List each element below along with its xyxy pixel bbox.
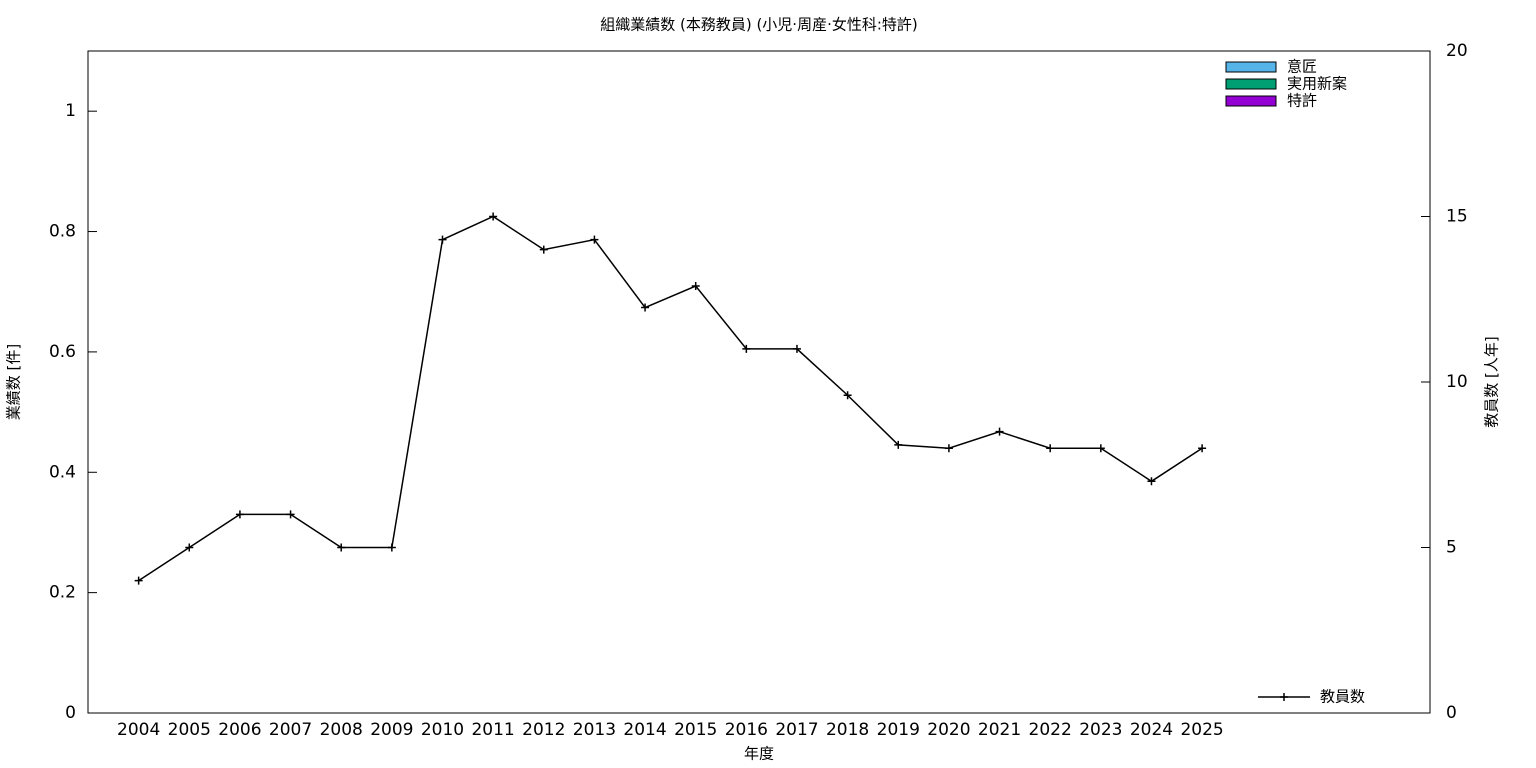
point-marker (134, 576, 143, 585)
point-marker (1096, 444, 1105, 453)
legend-swatch (1225, 78, 1277, 90)
point-marker (590, 235, 599, 244)
x-tick-label: 2015 (674, 720, 717, 740)
x-tick-label: 2018 (826, 720, 869, 740)
y-tick-label: 0.4 (49, 462, 76, 482)
x-tick-label: 2023 (1079, 720, 1122, 740)
point-marker (1046, 444, 1055, 453)
legend-swatch (1225, 95, 1277, 107)
legend-label: 意匠 (1287, 58, 1317, 76)
x-tick-label: 2025 (1180, 720, 1223, 740)
x-tick-label: 2008 (320, 720, 363, 740)
x-tick-label: 2019 (877, 720, 920, 740)
x-tick-label: 2011 (471, 720, 514, 740)
legend-marker (1280, 693, 1288, 701)
y-tick-label: 0.6 (49, 342, 76, 362)
point-marker (539, 245, 548, 254)
y-tick-label: 0.8 (49, 222, 76, 242)
legend-label: 特許 (1287, 92, 1317, 110)
point-marker (286, 510, 295, 519)
x-tick-label: 2007 (269, 720, 312, 740)
x-tick-label: 2004 (117, 720, 160, 740)
x-axis-label: 年度 (744, 745, 774, 763)
x-tick-label: 2014 (623, 720, 666, 740)
x-tick-label: 2017 (775, 720, 818, 740)
point-marker (1198, 444, 1207, 453)
point-marker (438, 235, 447, 244)
y-tick-label: 1 (65, 101, 76, 121)
point-marker (1147, 477, 1156, 486)
x-tick-label: 2006 (218, 720, 261, 740)
point-marker (489, 212, 498, 221)
x-tick-label: 2022 (1029, 720, 1072, 740)
legend-label: 教員数 (1320, 688, 1365, 706)
point-marker (641, 303, 650, 312)
point-marker (235, 510, 244, 519)
x-tick-label: 2024 (1130, 720, 1173, 740)
legend-label: 実用新案 (1287, 75, 1347, 93)
point-marker (185, 543, 194, 552)
y-tick-label: 0 (65, 703, 76, 723)
y2-tick-label: 0 (1446, 703, 1457, 723)
x-tick-label: 2016 (725, 720, 768, 740)
y2-axis-label: 教員数 [人年] (1483, 336, 1501, 427)
chart-title: 組織業績数 (本務教員) (小児·周産·女性科:特許) (600, 16, 918, 34)
point-marker (843, 391, 852, 400)
x-tick-label: 2009 (370, 720, 413, 740)
y2-tick-label: 5 (1446, 538, 1457, 558)
y2-tick-label: 15 (1446, 207, 1468, 227)
x-tick-label: 2021 (978, 720, 1021, 740)
x-tick-label: 2013 (573, 720, 616, 740)
y-tick-label: 0.2 (49, 583, 76, 603)
point-marker (792, 344, 801, 353)
point-marker (995, 427, 1004, 436)
y2-tick-label: 20 (1446, 41, 1468, 61)
line-series (138, 215, 1203, 582)
point-marker (894, 440, 903, 449)
x-tick-label: 2012 (522, 720, 565, 740)
point-marker (944, 444, 953, 453)
x-tick-label: 2020 (927, 720, 970, 740)
y2-tick-label: 10 (1446, 372, 1468, 392)
point-marker (387, 543, 396, 552)
y-axis-label: 業績数 [件] (5, 344, 23, 420)
point-marker (742, 344, 751, 353)
x-tick-label: 2005 (168, 720, 211, 740)
point-marker (691, 282, 700, 291)
x-tick-label: 2010 (421, 720, 464, 740)
legend-swatch (1225, 61, 1277, 73)
point-marker (337, 543, 346, 552)
plot-frame (87, 50, 1431, 714)
